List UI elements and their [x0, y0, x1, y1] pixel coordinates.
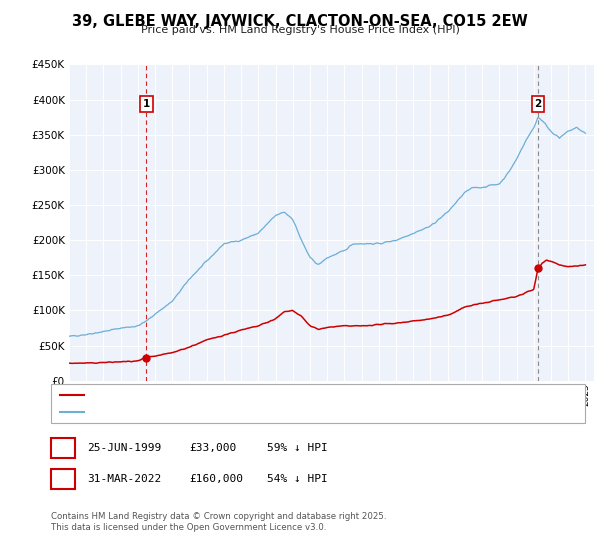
Text: HPI: Average price, detached house, Tendring: HPI: Average price, detached house, Tend… — [90, 407, 313, 417]
Text: 31-MAR-2022: 31-MAR-2022 — [87, 474, 161, 484]
Text: 59% ↓ HPI: 59% ↓ HPI — [267, 443, 328, 453]
Text: 2: 2 — [535, 99, 542, 109]
Text: 1: 1 — [59, 441, 67, 455]
Text: £160,000: £160,000 — [189, 474, 243, 484]
Text: 25-JUN-1999: 25-JUN-1999 — [87, 443, 161, 453]
Text: 39, GLEBE WAY, JAYWICK, CLACTON-ON-SEA, CO15 2EW (detached house): 39, GLEBE WAY, JAYWICK, CLACTON-ON-SEA, … — [90, 390, 452, 400]
Text: Price paid vs. HM Land Registry's House Price Index (HPI): Price paid vs. HM Land Registry's House … — [140, 25, 460, 35]
Text: 2: 2 — [59, 472, 67, 486]
Text: £33,000: £33,000 — [189, 443, 236, 453]
Text: 54% ↓ HPI: 54% ↓ HPI — [267, 474, 328, 484]
Text: 1: 1 — [143, 99, 150, 109]
Text: Contains HM Land Registry data © Crown copyright and database right 2025.
This d: Contains HM Land Registry data © Crown c… — [51, 512, 386, 532]
Text: 39, GLEBE WAY, JAYWICK, CLACTON-ON-SEA, CO15 2EW: 39, GLEBE WAY, JAYWICK, CLACTON-ON-SEA, … — [72, 14, 528, 29]
